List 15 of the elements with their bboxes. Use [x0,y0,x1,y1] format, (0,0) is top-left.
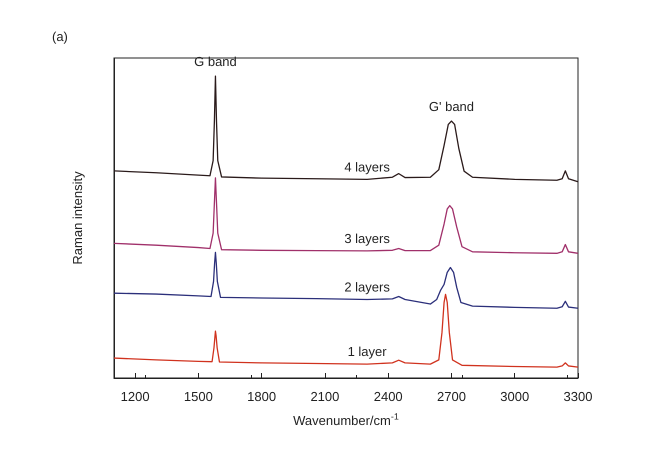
x-tick-label: 2100 [310,389,340,404]
annotation: G' band [428,99,474,114]
x-tick-label: 2700 [436,389,466,404]
x-tick-label: 3000 [500,389,530,404]
x-tick-label: 1200 [120,389,150,404]
x-tick-label: 1800 [247,389,276,404]
series-label: 4 layers [344,159,390,174]
series-label: 2 layers [344,280,390,295]
text: (a) [52,29,68,44]
series-label: 3 layers [344,230,390,246]
x-tick-label: 2400 [374,389,403,404]
x-tick-label: 1500 [184,389,213,404]
x-tick-label: 3300 [564,389,592,404]
y-axis-title: Raman intensity [70,170,85,265]
series-label: 1 layer [348,344,388,360]
